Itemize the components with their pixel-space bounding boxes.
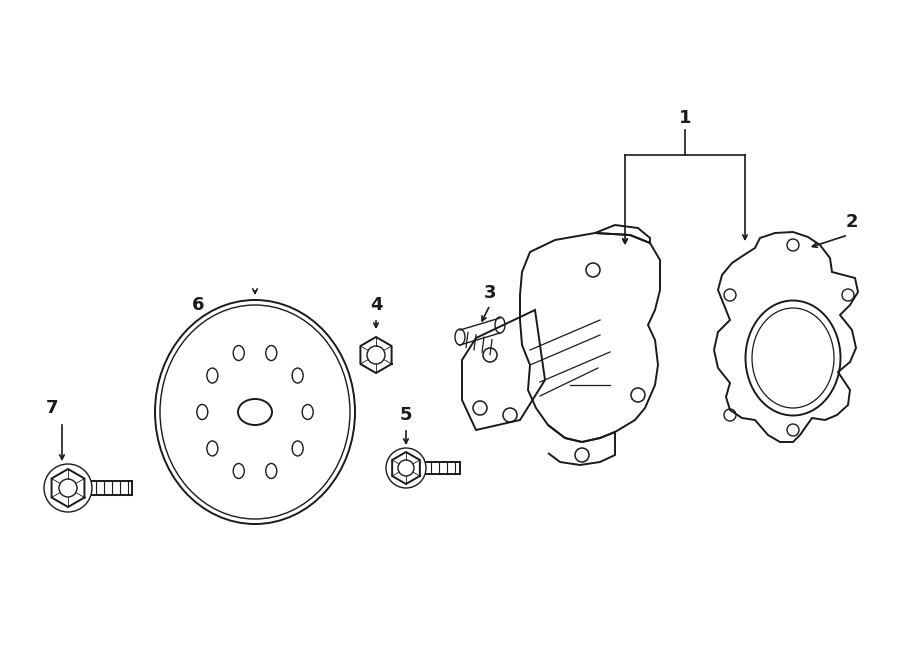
Text: 3: 3 bbox=[484, 284, 496, 302]
Text: 4: 4 bbox=[370, 296, 382, 314]
Text: 7: 7 bbox=[46, 399, 58, 417]
Text: 5: 5 bbox=[400, 406, 412, 424]
Text: 6: 6 bbox=[192, 296, 204, 314]
Text: 2: 2 bbox=[846, 213, 859, 231]
Text: 1: 1 bbox=[679, 109, 691, 127]
